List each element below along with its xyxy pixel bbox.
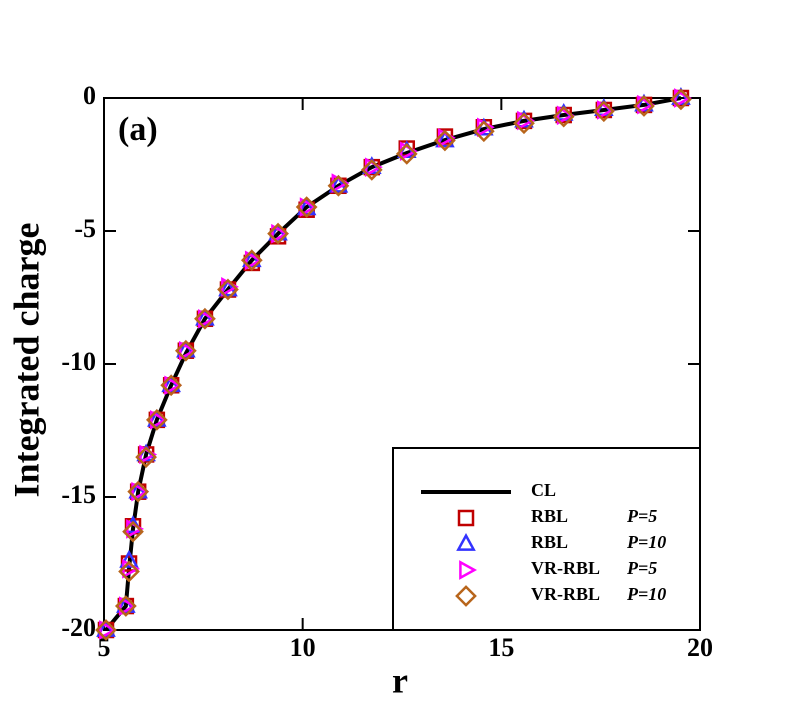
marker [198, 308, 216, 329]
marker [174, 339, 197, 362]
marker [592, 100, 615, 123]
marker [135, 446, 157, 468]
marker [131, 481, 150, 502]
marker [99, 620, 117, 640]
marker [217, 278, 239, 301]
legend-marker [455, 585, 477, 607]
marker [327, 174, 350, 197]
legend-param: P=5 [626, 506, 657, 526]
x-axis-label: r [392, 660, 408, 700]
marker [472, 120, 495, 143]
y-tick-label: -5 [74, 214, 96, 243]
y-tick-label: -10 [61, 347, 96, 376]
marker [596, 100, 615, 120]
marker [434, 129, 456, 152]
marker [299, 197, 318, 217]
marker [114, 595, 137, 617]
marker [670, 88, 692, 111]
legend-marker [457, 509, 475, 527]
x-tick-label: 20 [687, 633, 713, 662]
marker [637, 94, 655, 115]
marker [244, 250, 263, 271]
marker [95, 619, 117, 641]
marker [633, 95, 655, 117]
marker [295, 196, 318, 218]
y-tick-label: -20 [61, 613, 96, 642]
y-tick-label: -15 [61, 480, 96, 509]
marker [360, 158, 383, 181]
marker [127, 480, 150, 503]
marker [119, 549, 139, 568]
x-tick-label: 10 [290, 633, 316, 662]
marker [160, 374, 183, 397]
marker [513, 112, 535, 135]
legend-label: VR-RBL [531, 584, 600, 604]
x-tick-label: 5 [98, 633, 111, 662]
marker [145, 408, 168, 431]
y-axis-label: Integrated charge [6, 223, 46, 498]
marker [240, 249, 263, 272]
marker [674, 88, 692, 108]
x-tick-label: 15 [488, 633, 514, 662]
marker [149, 410, 168, 430]
y-tick-label: 0 [83, 81, 96, 110]
marker [267, 222, 289, 245]
legend-box [392, 447, 701, 631]
marker [164, 375, 183, 396]
legend-marker [456, 533, 476, 551]
legend-param: P=10 [626, 584, 666, 604]
legend-marker [459, 560, 477, 580]
legend-label: VR-RBL [531, 558, 600, 578]
legend-param: P=5 [626, 558, 657, 578]
marker [118, 560, 140, 583]
marker [296, 197, 317, 216]
marker [179, 340, 197, 361]
legend-label: CL [531, 480, 556, 500]
marker [271, 223, 290, 244]
panel-label: (a) [118, 111, 158, 148]
legend-param: P=10 [626, 532, 666, 552]
marker [556, 105, 575, 126]
marker [552, 105, 575, 128]
marker [119, 596, 137, 616]
legend-label: RBL [531, 506, 568, 526]
marker [122, 520, 144, 543]
marker [395, 142, 418, 165]
marker [194, 307, 216, 330]
legend-label: RBL [531, 532, 568, 552]
